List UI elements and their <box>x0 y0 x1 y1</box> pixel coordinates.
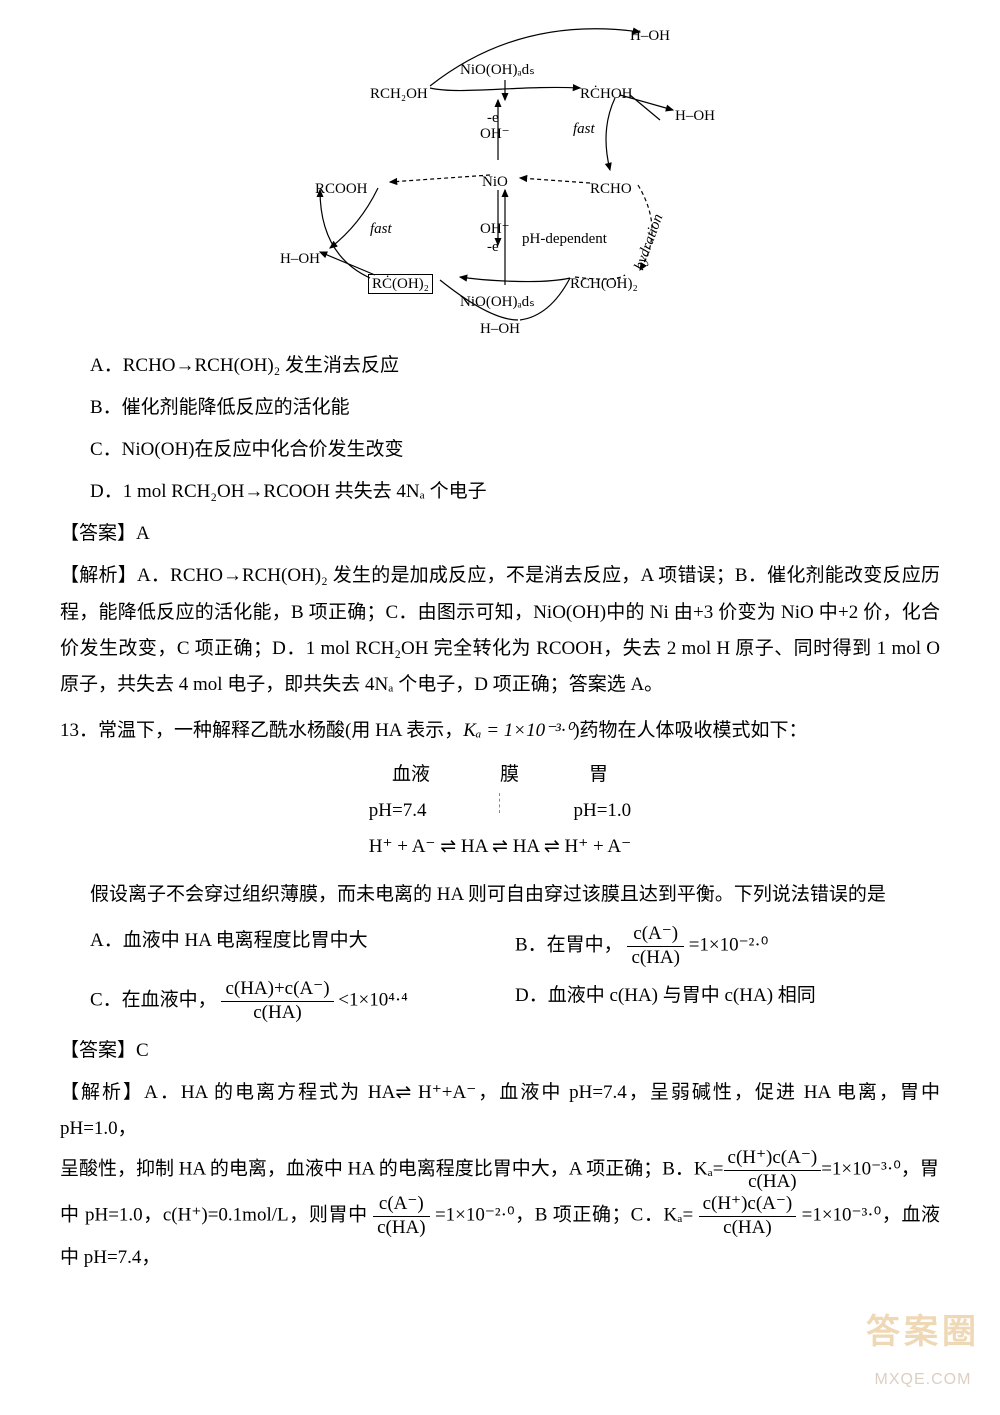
frac-num: c(H⁺)c(A⁻) <box>724 1147 822 1171</box>
col-blood: 血液 <box>392 757 430 793</box>
diagram-label-hoh_l: H–OH <box>280 245 320 274</box>
diagram-label-rchoh: RĊHOH <box>580 80 633 109</box>
diagram-label-rchoh2: RCH(OH)₂ <box>570 270 638 299</box>
diagram-label-hoh_r: H–OH <box>675 102 715 131</box>
arrow-4 <box>630 95 660 120</box>
frac-den: c(HA) <box>627 947 684 970</box>
diagram-label-hydr: hydration <box>626 210 673 275</box>
diagram-label-rcoh2: RĊ(OH)₂ <box>368 270 433 299</box>
frac-den: c(HA) <box>221 1002 333 1025</box>
q13-explanation: 【解析】A．HA 的电离方程式为 HA⇌ H⁺+A⁻，血液中 pH=7.4，呈弱… <box>60 1075 940 1276</box>
expl2-post: =1×10⁻³·⁰，胃 <box>821 1158 939 1179</box>
frac-num: c(H⁺)c(A⁻) <box>699 1193 797 1217</box>
frac-den: c(HA) <box>373 1217 430 1240</box>
q12-option-c: C．NiO(OH)在反应中化合价发生改变 <box>90 432 940 468</box>
mechanism-diagram: H–OH NiO(OH)ₐdₛ RCH₂OH RĊHOH -e OH⁻ fast H–OH RC… <box>260 20 740 330</box>
q13-stem-pre: 13．常温下，一种解释乙酰水杨酸(用 HA 表示， <box>60 720 463 741</box>
q12-option-a: A．RCHO→RCH(OH)₂ 发生消去反应 <box>90 348 940 384</box>
diagram-label-rcho: RCHO <box>590 175 632 204</box>
q12-option-b: B．催化剂能降低反应的活化能 <box>90 390 940 426</box>
q13-c-post: <1×10⁴·⁴ <box>338 990 408 1011</box>
q13-assumption: 假设离子不会穿过组织薄膜，而未电离的 HA 则可自由穿过该膜且达到平衡。下列说法… <box>90 877 940 913</box>
expl3-pre: 中 pH=1.0，c(H⁺)=0.1mol/L，则胃中 <box>60 1205 368 1226</box>
arrow-6 <box>606 98 615 170</box>
q12-options: A．RCHO→RCH(OH)₂ 发生消去反应 B．催化剂能降低反应的活化能 C．… <box>90 348 940 510</box>
frac-den: c(HA) <box>724 1171 822 1194</box>
diagram-label-nio_oh_top: NiO(OH)ₐdₛ <box>460 56 535 85</box>
expl3-frac1: c(A⁻)c(HA) <box>373 1193 430 1240</box>
expl2-pre: 呈酸性，抑制 HA 的电离，血液中 HA 的电离程度比胃中大，A 项正确；B．K… <box>60 1158 724 1179</box>
arrow-3 <box>430 87 580 90</box>
q12-explanation: 【解析】A．RCHO→RCH(OH)₂ 发生的是加成反应，不是消去反应，A 项错… <box>60 558 940 702</box>
frac-num: c(A⁻) <box>373 1193 430 1217</box>
diagram-label-phdep: pH-dependent <box>522 225 607 254</box>
diagram-label-oh1: OH⁻ <box>480 120 510 149</box>
q13-stem-post: )药物在人体吸收模式如下： <box>573 720 807 741</box>
q13-option-a: A．血液中 HA 电离程度比胃中大 <box>90 923 515 970</box>
arrow-18 <box>460 277 570 282</box>
diagram-label-rcooh: RCOOH <box>315 175 368 204</box>
expl-line2: 呈酸性，抑制 HA 的电离，血液中 HA 的电离程度比胃中大，A 项正确；B．K… <box>60 1147 940 1194</box>
diagram-label-nio_oh_bot: NiO(OH)ₐdₛ <box>460 288 535 317</box>
absorption-model: 血液 膜 胃 pH=7.4 pH=1.0 H⁺ + A⁻ ⇌ HA ⇌ HA ⇌… <box>60 757 940 865</box>
diagram-label-fast1: fast <box>573 115 595 144</box>
frac-num: c(A⁻) <box>627 923 684 947</box>
q13-option-b: B．在胃中， c(A⁻) c(HA) =1×10⁻²·⁰ <box>515 923 940 970</box>
col-membrane: 膜 <box>500 757 519 793</box>
q13-b-post: =1×10⁻²·⁰ <box>689 935 769 956</box>
frac-num: c(HA)+c(A⁻) <box>221 978 333 1002</box>
watermark-line1: 答案圈 <box>866 1300 980 1365</box>
expl2-frac: c(H⁺)c(A⁻)c(HA) <box>724 1147 822 1194</box>
q13-row-ab: A．血液中 HA 电离程度比胃中大 B．在胃中， c(A⁻) c(HA) =1×… <box>90 923 940 970</box>
q13-stem: 13．常温下，一种解释乙酰水杨酸(用 HA 表示，Kₐ = 1×10⁻³·⁰)药… <box>60 713 940 749</box>
q13-ka: Kₐ = 1×10⁻³·⁰ <box>463 720 573 741</box>
q13-b-frac: c(A⁻) c(HA) <box>627 923 684 970</box>
watermark: 答案圈 MXQE.COM <box>866 1300 980 1395</box>
q13-row-cd: C．在血液中， c(HA)+c(A⁻) c(HA) <1×10⁴·⁴ D．血液中… <box>90 978 940 1025</box>
expl-line3: 中 pH=1.0，c(H⁺)=0.1mol/L，则胃中 c(A⁻)c(HA) =… <box>60 1193 940 1276</box>
frac-den: c(HA) <box>699 1217 797 1240</box>
arrow-17 <box>320 252 375 275</box>
membrane-line <box>499 793 500 813</box>
arrow-8 <box>520 178 590 183</box>
q12-option-d: D．1 mol RCH₂OH→RCOOH 共失去 4Nₐ 个电子 <box>90 474 940 510</box>
arrow-7 <box>390 175 490 182</box>
watermark-line2: MXQE.COM <box>866 1365 980 1395</box>
q12-answer: 【答案】A <box>60 516 940 552</box>
ph-stomach: pH=1.0 <box>573 793 631 829</box>
diagram-label-fast2: fast <box>370 215 392 244</box>
diagram-label-minus_e2: -e <box>487 233 499 262</box>
diagram-label-rch2oh: RCH₂OH <box>370 80 428 109</box>
q13-option-c: C．在血液中， c(HA)+c(A⁻) c(HA) <1×10⁴·⁴ <box>90 978 515 1025</box>
q13-c-pre: C．在血液中， <box>90 990 217 1011</box>
diagram-label-nio: NiO <box>482 168 508 197</box>
expl-line1: 【解析】A．HA 的电离方程式为 HA⇌ H⁺+A⁻，血液中 pH=7.4，呈弱… <box>60 1075 940 1147</box>
ph-blood: pH=7.4 <box>369 793 427 829</box>
expl3-frac2: c(H⁺)c(A⁻)c(HA) <box>699 1193 797 1240</box>
equilibrium-equation: H⁺ + A⁻ ⇌ HA ⇌ HA ⇌ H⁺ + A⁻ <box>369 829 631 865</box>
expl3-mid: =1×10⁻²·⁰，B 项正确；C．Kₐ= <box>435 1205 693 1226</box>
q13-c-frac: c(HA)+c(A⁻) c(HA) <box>221 978 333 1025</box>
q13-b-pre: B．在胃中， <box>515 935 623 956</box>
q13-option-d: D．血液中 c(HA) 与胃中 c(HA) 相同 <box>515 978 940 1025</box>
q13-answer: 【答案】C <box>60 1033 940 1069</box>
diagram-label-hoh_bot: H–OH <box>480 315 520 344</box>
diagram-label-hoh_top: H–OH <box>630 22 670 51</box>
col-stomach: 胃 <box>589 757 608 793</box>
